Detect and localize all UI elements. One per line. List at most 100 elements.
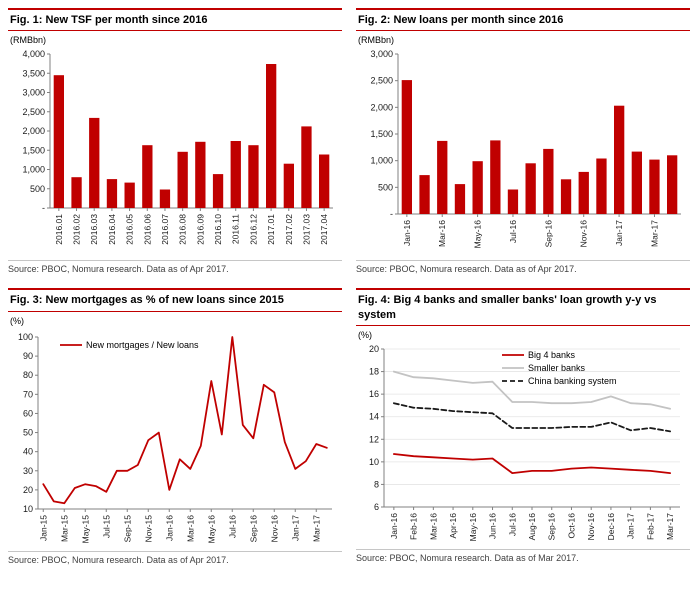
x-tick-label: Mar-17 (649, 220, 659, 247)
x-tick-label: Sep-16 (543, 220, 553, 248)
x-tick-label: 2016.08 (178, 214, 188, 245)
x-tick-label: Jan-17 (290, 514, 300, 540)
figure-1-axis-unit: (RMBbn) (10, 35, 47, 46)
y-tick-label: 2,000 (370, 103, 393, 113)
bar (667, 155, 678, 215)
y-tick-label: 10 (23, 504, 33, 514)
x-tick-label: Dec-16 (606, 513, 616, 541)
bar (142, 145, 153, 209)
y-tick-label: 4,000 (22, 49, 45, 59)
y-tick-label: 1,500 (370, 129, 393, 139)
y-tick-label: 2,500 (22, 107, 45, 117)
bars-group (53, 64, 330, 209)
bar (124, 182, 135, 209)
series-line (393, 452, 672, 474)
figure-2-axis-unit: (RMBbn) (358, 35, 395, 46)
bar (177, 152, 188, 209)
figure-4-source-note: Source: PBOC, Nomura research. Data as o… (356, 548, 690, 563)
x-tick-label: Apr-16 (448, 513, 458, 539)
x-tick-label: 2016.03 (89, 214, 99, 245)
y-tick-label: 2,500 (370, 76, 393, 86)
x-tick-label: Sep-15 (122, 514, 132, 542)
x-tick-label: 2017.02 (284, 214, 294, 245)
bar (248, 145, 259, 209)
x-tick-label: Jan-15 (38, 514, 48, 540)
x-tick-label: 2016.04 (107, 214, 117, 245)
y-tick-label: 80 (23, 370, 33, 380)
chart-legend: Big 4 banks Smaller banks China banking sy… (502, 350, 617, 386)
legend-label: China banking system (528, 376, 617, 386)
x-tick-label: 2016.10 (213, 214, 223, 245)
figure-1-bar-chart: - 500 1,000 1,500 2,000 2,500 3,000 3,500 4,000 2… (22, 49, 333, 245)
bar (89, 118, 100, 209)
bar (212, 174, 224, 209)
legend-label: Big 4 banks (528, 350, 576, 360)
bar (301, 126, 312, 209)
figure-3-axis-unit: (%) (10, 315, 24, 326)
legend-label: New mortgages / New loans (86, 340, 199, 350)
y-tick-label: 12 (369, 434, 379, 444)
x-tick-label: 2016.09 (195, 214, 205, 245)
bar (649, 159, 660, 215)
y-tick-label: 500 (378, 183, 393, 193)
y-tick-label: 20 (23, 484, 33, 494)
x-tick-label: Mar-15 (59, 514, 69, 541)
bar (596, 158, 607, 215)
figure-3-line-chart: 10 20 30 40 50 60 70 80 90 100 Jan-15 Mar-15 May-15 J… (18, 332, 332, 543)
x-tick-label: May-15 (80, 514, 90, 543)
x-tick-label: Mar-16 (428, 513, 438, 540)
bar (437, 141, 448, 215)
bar (106, 179, 118, 209)
bar (631, 151, 642, 215)
bar (230, 141, 241, 209)
y-tick-label: 40 (23, 446, 33, 456)
bars-group (401, 80, 678, 215)
figure-2-bar-chart: - 500 1,000 1,500 2,000 2,500 3,000 Jan-16 Mar-1… (370, 49, 681, 249)
x-tick-label: 2017.04 (319, 214, 329, 245)
x-tick-label: Jan-17 (626, 513, 636, 539)
x-tick-label: Mar-17 (311, 514, 321, 541)
x-tick-label: Sep-16 (547, 513, 557, 541)
y-tick-label: 60 (23, 408, 33, 418)
y-tick-label: 10 (369, 457, 379, 467)
x-tick-label: Sep-16 (248, 514, 258, 542)
figure-2-source-note: Source: PBOC, Nomura research. Data as o… (356, 260, 690, 274)
y-tick-label: 3,000 (370, 49, 393, 59)
x-tick-label: 2016.12 (248, 214, 258, 245)
x-tick-label: Mar-17 (665, 513, 675, 540)
x-tick-label: May-16 (468, 513, 478, 542)
x-tick-label: Nov-16 (586, 513, 596, 541)
y-tick-label: 18 (369, 366, 379, 376)
y-tick-label: 1,000 (22, 165, 45, 175)
y-tick-label: 2,000 (22, 126, 45, 136)
bar (578, 172, 589, 215)
y-tick-label: 6 (374, 502, 379, 512)
series-line (42, 335, 328, 504)
x-tick-label: Aug-16 (527, 513, 537, 541)
x-tick-label: May-16 (206, 514, 216, 543)
bar (560, 179, 572, 215)
x-tick-label: 2017.01 (266, 214, 276, 245)
x-tick-label: Jul-15 (101, 514, 111, 537)
bar (454, 184, 466, 215)
bar (490, 140, 501, 215)
bar (401, 80, 412, 215)
figure-2: Fig. 2: New loans per month since 2016 (… (356, 8, 690, 275)
x-tick-label: Jun-16 (488, 513, 498, 539)
figure-3-source-note: Source: PBOC, Nomura research. Data as o… (8, 550, 342, 565)
x-tick-label: Jan-16 (402, 220, 412, 246)
x-tick-label: Mar-16 (437, 220, 447, 247)
x-tick-label: Jan-17 (614, 220, 624, 246)
series-line (393, 402, 672, 433)
x-tick-label: 2016.11 (231, 214, 241, 244)
y-tick-label: 3,500 (22, 69, 45, 79)
x-tick-label: May-16 (473, 220, 483, 249)
figure-1-source-note: Source: PBOC, Nomura research. Data as o… (8, 260, 342, 274)
x-tick-label: Jul-16 (508, 220, 518, 243)
y-tick-label: 1,000 (370, 156, 393, 166)
y-tick-label: 8 (374, 479, 379, 489)
figure-4-axis-unit: (%) (358, 329, 372, 340)
x-tick-label: 2016.02 (72, 214, 82, 245)
y-tick-label: 100 (18, 332, 33, 342)
x-tick-label: Nov-16 (579, 220, 589, 248)
